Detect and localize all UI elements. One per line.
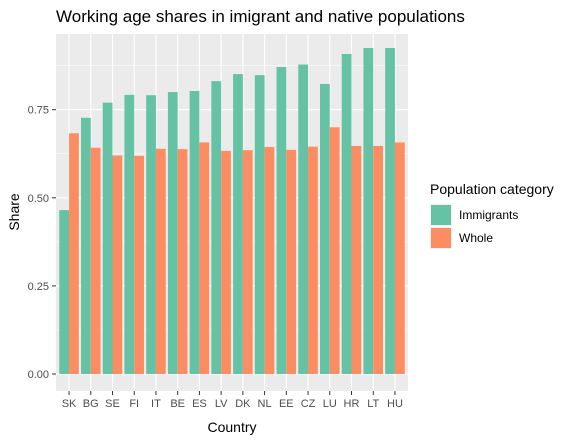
- bar-immigrants-be: [167, 92, 178, 375]
- bar-immigrants-lt: [363, 48, 374, 374]
- x-tick-label-be: BE: [170, 398, 185, 410]
- bar-whole-lu: [329, 127, 340, 374]
- bar-immigrants-fi: [124, 94, 135, 375]
- legend: Population category Immigrants Whole: [430, 181, 554, 249]
- bar-immigrants-lv: [211, 81, 222, 374]
- x-tick-label-sk: SK: [62, 398, 77, 410]
- x-axis-title: Country: [207, 419, 256, 435]
- bar-immigrants-sk: [59, 210, 70, 374]
- bar-whole-be: [177, 149, 188, 374]
- bar-immigrants-se: [102, 102, 113, 375]
- bar-whole-it: [155, 148, 166, 374]
- bar-immigrants-hr: [341, 53, 352, 374]
- bar-whole-es: [199, 142, 210, 374]
- x-tick-label-lv: LV: [215, 398, 228, 410]
- chart-title: Working age shares in imigrant and nativ…: [56, 7, 465, 26]
- x-tick-label-ee: EE: [279, 398, 294, 410]
- x-tick-label-nl: NL: [258, 398, 272, 410]
- legend-swatch-immigrants: [431, 205, 451, 225]
- legend-title: Population category: [430, 181, 554, 197]
- x-tick-label-hu: HU: [387, 398, 403, 410]
- bar-immigrants-nl: [254, 75, 265, 374]
- x-tick-label-se: SE: [105, 398, 120, 410]
- bar-whole-bg: [90, 147, 101, 374]
- legend-items: Immigrants Whole: [430, 204, 518, 249]
- x-tick-label-lt: LT: [367, 398, 379, 410]
- legend-label-immigrants: Immigrants: [459, 208, 518, 222]
- bar-immigrants-lu: [320, 83, 330, 374]
- x-tick-label-hr: HR: [344, 398, 360, 410]
- y-axis-title: Share: [6, 193, 22, 231]
- bar-whole-cz: [308, 146, 318, 374]
- x-tick-label-bg: BG: [83, 398, 99, 410]
- legend-swatch-whole: [431, 228, 451, 248]
- legend-label-whole: Whole: [459, 231, 493, 245]
- y-tick-label: 0.25: [28, 281, 49, 293]
- x-tick-label-fi: FI: [129, 398, 139, 410]
- x-tick-label-lu: LU: [323, 398, 337, 410]
- y-tick-label: 0.50: [28, 193, 49, 205]
- x-tick-label-dk: DK: [235, 398, 251, 410]
- bar-whole-lv: [221, 150, 231, 374]
- bar-immigrants-es: [189, 90, 200, 374]
- bar-immigrants-bg: [80, 117, 91, 375]
- y-axis: 0.00 0.25 0.50 0.75: [28, 105, 56, 381]
- bar-whole-se: [112, 155, 123, 374]
- y-tick-label: 0.00: [28, 369, 49, 381]
- y-tick-label: 0.75: [28, 105, 49, 117]
- bar-immigrants-cz: [298, 64, 309, 374]
- bars: [59, 48, 405, 375]
- x-tick-label-cz: CZ: [301, 398, 316, 410]
- bar-immigrants-hu: [385, 48, 395, 374]
- bar-immigrants-it: [146, 95, 156, 374]
- x-axis: SK BG SE FI IT BE ES LV DK NL EE CZ LU HR LT HU: [62, 391, 403, 410]
- x-tick-label-it: IT: [151, 398, 161, 410]
- bar-whole-ee: [286, 149, 297, 374]
- bar-whole-lt: [373, 145, 384, 374]
- bar-whole-dk: [242, 150, 253, 374]
- bar-immigrants-dk: [233, 74, 243, 374]
- bar-whole-sk: [69, 133, 79, 374]
- bar-whole-hr: [351, 145, 362, 374]
- x-tick-label-es: ES: [192, 398, 207, 410]
- bar-immigrants-ee: [276, 67, 287, 375]
- bar-whole-fi: [134, 155, 144, 374]
- bar-whole-hu: [394, 142, 405, 374]
- bar-whole-nl: [264, 147, 275, 374]
